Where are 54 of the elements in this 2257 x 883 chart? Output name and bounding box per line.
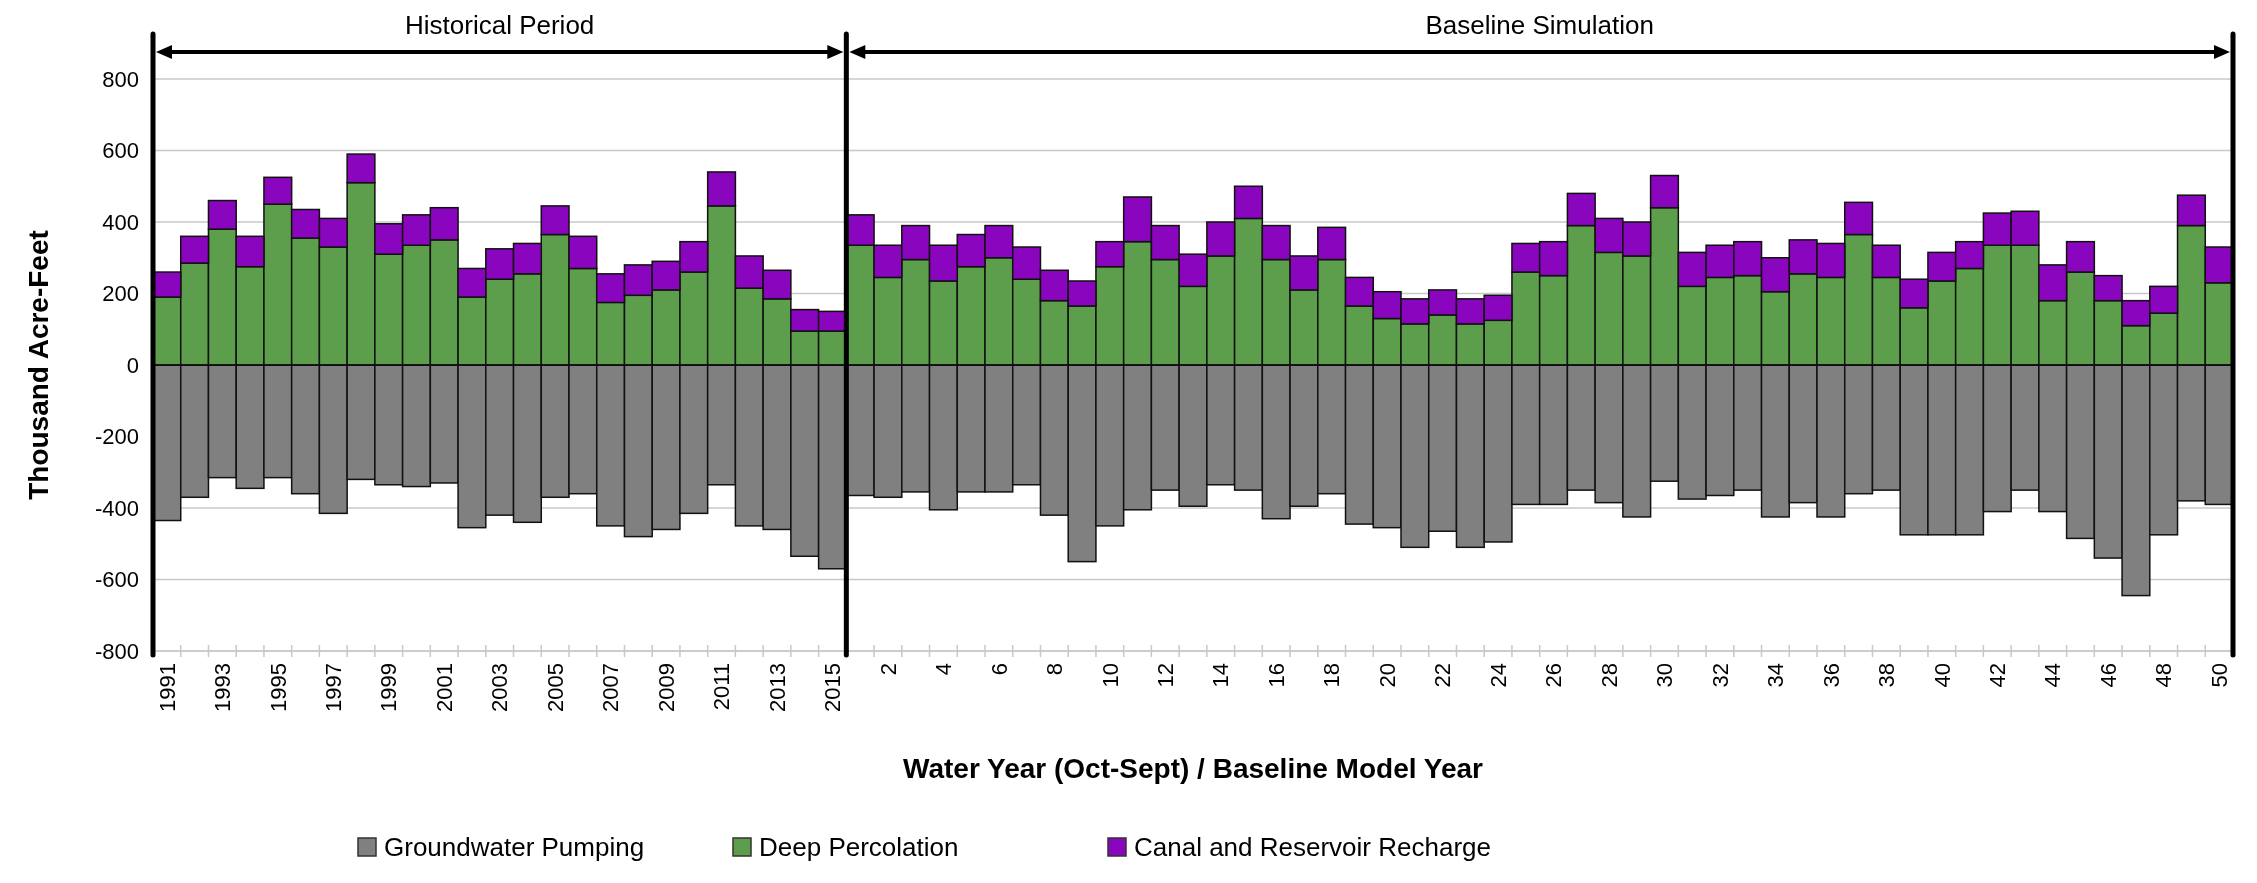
- x-tick-label: 48: [2151, 663, 2177, 688]
- x-tick-label: 1997: [320, 663, 346, 712]
- x-tick-label: 34: [1763, 663, 1789, 688]
- x-tick-label: 18: [1319, 663, 1345, 688]
- x-tick-label: 20: [1374, 663, 1400, 688]
- legend-label: Groundwater Pumping: [384, 832, 645, 863]
- legend-label: Canal and Reservoir Recharge: [1134, 832, 1491, 863]
- x-tick-label: 10: [1097, 663, 1123, 688]
- x-tick-label: 32: [1707, 663, 1733, 688]
- x-tick-label: 2013: [764, 663, 790, 712]
- x-tick-label: 4: [931, 663, 957, 676]
- y-tick-label: 400: [102, 209, 139, 235]
- x-tick-label: 2005: [542, 663, 568, 712]
- x-tick-label: 1999: [376, 663, 402, 712]
- text: Baseline Simulation: [1425, 10, 1654, 40]
- y-tick-label: -600: [94, 567, 139, 593]
- x-tick-label: 44: [2040, 663, 2066, 688]
- x-tick-label: 2007: [598, 663, 624, 712]
- x-tick-label: 28: [1596, 663, 1622, 688]
- x-tick-label: 2001: [431, 663, 457, 712]
- x-tick-label: 2009: [653, 663, 679, 712]
- x-tick-label: 1993: [210, 663, 236, 712]
- x-tick-label: 26: [1541, 663, 1567, 688]
- x-tick-label: 30: [1652, 663, 1678, 688]
- x-axis-title: Water Year (Oct-Sept) / Baseline Model Year: [903, 753, 1484, 784]
- x-tick-label: 2015: [820, 663, 846, 712]
- y-tick-label: 800: [102, 66, 139, 92]
- x-tick-label: 14: [1208, 663, 1234, 688]
- x-tick-label: 22: [1430, 663, 1456, 688]
- x-tick-label: 2011: [709, 663, 735, 711]
- x-tick-label: 40: [1929, 663, 1955, 688]
- x-tick-label: 36: [1818, 663, 1844, 688]
- x-tick-label: 12: [1152, 663, 1178, 688]
- y-tick-label: -200: [94, 424, 139, 450]
- x-tick-label: 8: [1042, 663, 1068, 676]
- y-tick-label: -800: [94, 638, 139, 664]
- x-tick-label: 2: [875, 663, 901, 676]
- x-tick-label: 38: [1874, 663, 1900, 688]
- x-tick-label: 50: [2206, 663, 2232, 688]
- x-tick-label: 42: [1984, 663, 2010, 688]
- y-tick-label: -400: [94, 495, 139, 521]
- y-axis-title: Thousand Acre-Feet: [22, 230, 54, 500]
- x-tick-label: 1991: [154, 663, 180, 712]
- x-tick-label: 24: [1485, 663, 1511, 688]
- text: Historical Period: [405, 10, 595, 40]
- x-tick-label: 1995: [265, 663, 291, 712]
- x-tick-label: 6: [986, 663, 1012, 676]
- x-tick-label: 16: [1263, 663, 1289, 688]
- y-tick-label: 0: [126, 352, 139, 378]
- y-tick-label: 600: [102, 138, 139, 164]
- x-tick-label: 2003: [487, 663, 513, 712]
- y-tick-label: 200: [102, 281, 139, 307]
- legend-label: Deep Percolation: [759, 832, 959, 863]
- x-tick-label: 46: [2095, 663, 2121, 688]
